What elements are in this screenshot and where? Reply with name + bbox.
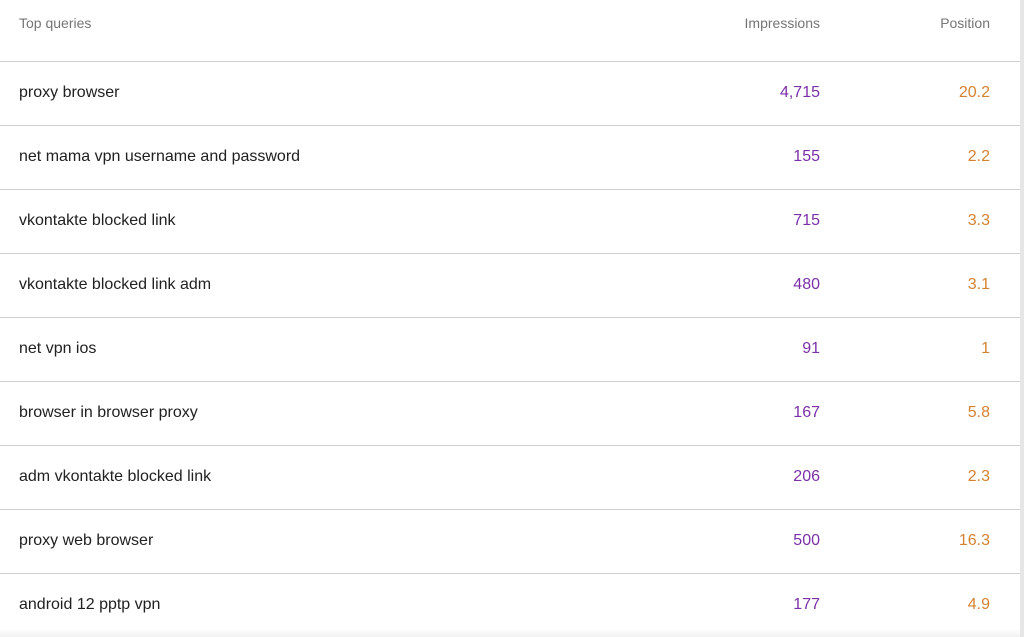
impressions-value: 715 <box>793 212 820 229</box>
query-text: vkontakte blocked link adm <box>19 276 212 293</box>
query-text: net mama vpn username and password <box>19 148 301 165</box>
query-text: net vpn ios <box>19 340 97 357</box>
impressions-value: 4,715 <box>779 84 820 101</box>
table-row[interactable]: proxy web browser 500 16.3 <box>0 510 1020 574</box>
query-text: android 12 pptp vpn <box>19 596 161 613</box>
query-text: proxy web browser <box>19 532 154 549</box>
table-body: proxy browser 4,715 20.2 net mama vpn us… <box>0 62 1020 637</box>
position-value: 2.3 <box>967 468 990 485</box>
table-row[interactable]: vkontakte blocked link adm 480 3.1 <box>0 254 1020 318</box>
impressions-value: 91 <box>802 340 820 357</box>
position-value: 5.8 <box>967 404 990 421</box>
impressions-value: 155 <box>793 148 820 165</box>
table-row[interactable]: net vpn ios 91 1 <box>0 318 1020 382</box>
query-text: adm vkontakte blocked link <box>19 468 212 485</box>
table-row[interactable]: proxy browser 4,715 20.2 <box>0 62 1020 126</box>
impressions-value: 177 <box>793 596 820 613</box>
table-row[interactable]: vkontakte blocked link 715 3.3 <box>0 190 1020 254</box>
bottom-fade <box>0 629 1020 637</box>
position-value: 4.9 <box>967 596 990 613</box>
impressions-value: 206 <box>793 468 820 485</box>
position-value: 2.2 <box>967 148 990 165</box>
position-value: 3.3 <box>967 212 990 229</box>
table-row[interactable]: browser in browser proxy 167 5.8 <box>0 382 1020 446</box>
impressions-value: 480 <box>793 276 820 293</box>
impressions-value: 167 <box>793 404 820 421</box>
table-row[interactable]: net mama vpn username and password 155 2… <box>0 126 1020 190</box>
query-text: vkontakte blocked link <box>19 212 176 229</box>
header-impressions[interactable]: Impressions <box>744 15 820 31</box>
query-text: proxy browser <box>19 84 120 101</box>
position-value: 3.1 <box>967 276 990 293</box>
header-position[interactable]: Position <box>940 15 990 31</box>
table-row[interactable]: adm vkontakte blocked link 206 2.3 <box>0 446 1020 510</box>
impressions-value: 500 <box>793 532 820 549</box>
position-value: 20.2 <box>958 84 990 101</box>
table-row[interactable]: android 12 pptp vpn 177 4.9 <box>0 574 1020 637</box>
position-value: 1 <box>981 340 990 357</box>
header-top-queries[interactable]: Top queries <box>19 15 92 31</box>
position-value: 16.3 <box>958 532 990 549</box>
table-header: Top queries Impressions Position <box>0 0 1020 62</box>
query-text: browser in browser proxy <box>19 404 198 421</box>
